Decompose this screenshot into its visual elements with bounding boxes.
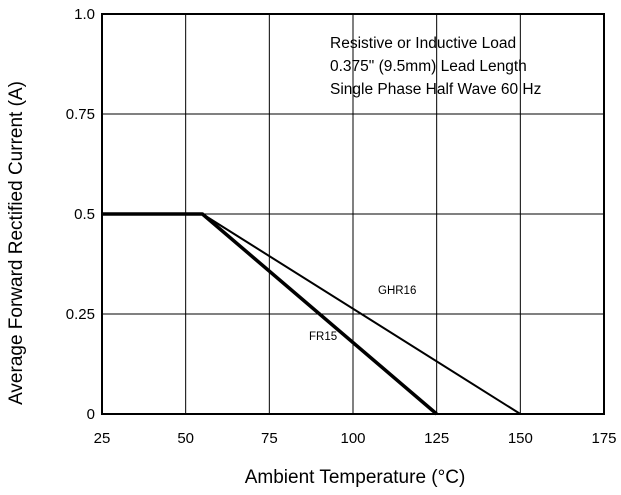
annotation-box: Resistive or Inductive Load 0.375" (9.5m… bbox=[330, 35, 541, 98]
y-tick-label: 0.25 bbox=[66, 306, 95, 323]
annotation-line-2: 0.375" (9.5mm) Lead Length bbox=[330, 58, 527, 75]
plot-frame bbox=[101, 13, 605, 415]
y-axis-title: Average Forward Rectified Current (A) bbox=[6, 81, 27, 405]
x-tick-label: 150 bbox=[508, 430, 533, 447]
x-tick-label: 175 bbox=[591, 430, 616, 447]
x-tick-label: 100 bbox=[340, 430, 365, 447]
x-tick-label: 50 bbox=[177, 430, 194, 447]
x-axis-title: Ambient Temperature (°C) bbox=[245, 467, 466, 488]
series-line-fr15 bbox=[102, 212, 438, 416]
y-tick-label: 0 bbox=[87, 406, 95, 423]
series-label-ghr16: GHR16 bbox=[378, 285, 416, 297]
series-lines bbox=[102, 212, 521, 416]
series-label-fr15: FR15 bbox=[309, 331, 337, 343]
x-tick-label: 125 bbox=[424, 430, 449, 447]
x-tick-labels: 25 50 75 100 125 150 175 bbox=[94, 430, 617, 447]
x-tick-label: 25 bbox=[94, 430, 111, 447]
y-tick-label: 1.0 bbox=[74, 6, 95, 23]
y-tick-labels: 0 0.25 0.5 0.75 1.0 bbox=[66, 6, 95, 423]
x-tick-label: 75 bbox=[261, 430, 278, 447]
y-tick-label: 0.5 bbox=[74, 206, 95, 223]
annotation-line-1: Resistive or Inductive Load bbox=[330, 35, 516, 52]
annotation-line-3: Single Phase Half Wave 60 Hz bbox=[330, 81, 541, 98]
y-tick-label: 0.75 bbox=[66, 106, 95, 123]
